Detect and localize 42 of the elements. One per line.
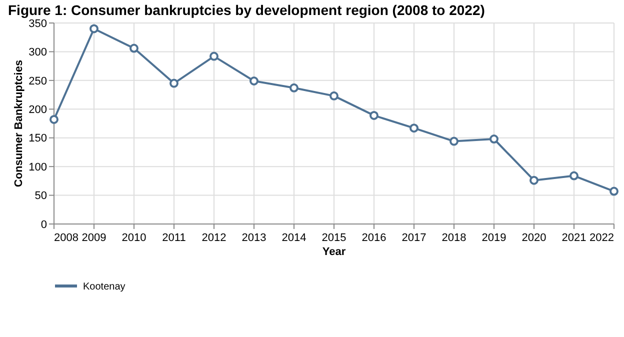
y-tick-label: 150 [28, 132, 47, 145]
point [50, 114, 58, 124]
x-tick-label: 2012 [202, 232, 226, 244]
x-tick-label: 2013 [242, 232, 266, 244]
point [530, 176, 538, 185]
point [410, 124, 418, 133]
legend-label: Kootenay [83, 282, 126, 292]
x-axis-title: Year [322, 246, 346, 258]
x-tick-label: 2015 [322, 232, 346, 244]
x-tick-label: 2021 [562, 232, 586, 244]
point [330, 91, 338, 100]
point [450, 136, 458, 146]
y-tick-label: 100 [28, 161, 47, 174]
x-tick-label: 2018 [442, 232, 466, 244]
x-tick-label: 2022 [590, 232, 614, 244]
y-tick-label: 50 [34, 190, 47, 202]
x-tick-label: 2017 [402, 232, 426, 244]
y-tick-label: 300 [28, 46, 47, 59]
y-axis-title: Consumer Bankruptcies [13, 60, 25, 188]
x-tick-label: 2008 [54, 232, 78, 244]
x-tick-label: 2014 [282, 232, 306, 244]
y-tick-label: 200 [28, 104, 47, 116]
x-tick-label: 2020 [522, 232, 546, 244]
point [610, 186, 618, 196]
chart-title: Figure 1: Consumer bankruptcies by development region (2008 to 2022) [8, 2, 485, 18]
point [170, 78, 178, 88]
point [250, 76, 258, 86]
x-tick-label: 2009 [82, 232, 106, 244]
x-tick-label: 2011 [162, 232, 186, 244]
y-tick-label: 250 [28, 75, 47, 88]
point [210, 52, 218, 61]
y-tick-label: 350 [28, 18, 47, 30]
x-tick-label: 2010 [122, 232, 146, 244]
point [90, 24, 98, 34]
point [490, 134, 498, 144]
y-tick-label: 0 [40, 218, 47, 231]
point [370, 110, 378, 120]
x-tick-label: 2016 [362, 232, 386, 244]
x-tick-label: 2019 [482, 232, 506, 244]
point [130, 44, 138, 53]
point [570, 171, 578, 180]
point [290, 83, 298, 92]
